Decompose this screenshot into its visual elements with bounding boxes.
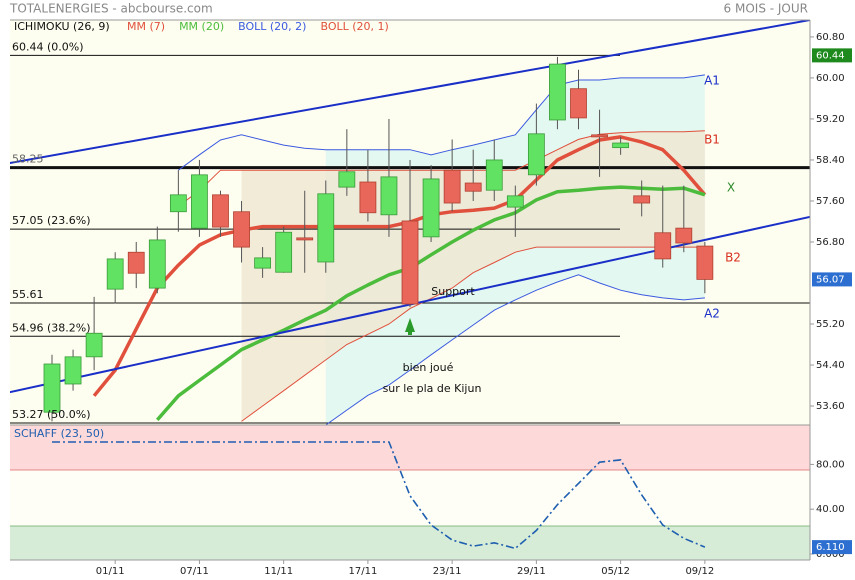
ma-line: [92, 135, 707, 397]
candle-body: [633, 195, 651, 204]
chart-subtitle: 6 MOIS - JOUR: [724, 2, 808, 16]
legend-item: MM (20): [179, 20, 224, 33]
level-label: 54.96 (38.2%): [12, 321, 91, 334]
candle-body: [212, 194, 229, 228]
candle-body: [422, 178, 440, 238]
candle-body: [338, 171, 356, 188]
band-line: [178, 130, 705, 207]
y-tick-label: 60.00: [816, 73, 845, 84]
candle-body: [85, 332, 103, 358]
zone-low: [10, 525, 810, 560]
band-line: [178, 74, 705, 171]
schaff-box-label: 6.110: [816, 542, 845, 553]
candle-body: [148, 239, 166, 289]
x-tick-label: 23/11: [433, 566, 462, 577]
candle-body: [106, 258, 124, 290]
candle-body: [169, 194, 187, 213]
candle-body: [296, 237, 314, 241]
band-line: [325, 274, 705, 425]
annotation: A2: [704, 307, 720, 321]
candle-body: [675, 227, 693, 244]
candle-body: [506, 195, 524, 208]
candle-body: [570, 88, 587, 119]
candle-body: [549, 63, 566, 121]
annotation: Support: [431, 285, 475, 298]
candle-body: [443, 169, 461, 204]
candle-body: [696, 245, 714, 280]
legend-item: ICHIMOKU (26, 9): [14, 20, 110, 33]
level-box: [812, 48, 852, 63]
level-label: 55.61: [12, 288, 44, 301]
trend-line: [10, 20, 810, 165]
y-tick-label: 58.40: [816, 155, 845, 166]
level-label: 57.05 (23.6%): [12, 214, 91, 227]
y-tick-label: 0.000: [816, 549, 845, 560]
level-label: 53.27 (50.0%): [12, 408, 91, 421]
schaff-line: [52, 441, 706, 550]
axes: 60.44 (0.0%) 58.25 57.05 (23.6%) 55.61 54.96…: [12, 20, 852, 577]
annotation: B2: [725, 251, 741, 265]
legend-item: MM (7): [127, 20, 165, 33]
x-tick-label: 01/11: [96, 566, 125, 577]
candle-body: [127, 251, 145, 274]
zone-high: [10, 425, 810, 470]
band-fill: [241, 130, 705, 422]
ma-line: [155, 185, 706, 422]
band-line: [241, 246, 705, 422]
candle-body: [233, 211, 250, 248]
x-tick-label: 07/11: [180, 566, 209, 577]
candle-body: [254, 257, 272, 269]
y-tick-label: 54.40: [816, 360, 845, 371]
schaff-box: [812, 540, 852, 555]
y-tick-label: 53.60: [816, 401, 845, 412]
lower-plot: [10, 425, 810, 560]
candle-body: [380, 176, 398, 216]
annotation: A1: [704, 74, 720, 88]
x-tick-label: 05/12: [601, 566, 630, 577]
annotation: bien joué: [403, 361, 454, 374]
price-box: [812, 272, 852, 287]
candle-body: [591, 134, 608, 138]
candle-body: [401, 220, 419, 305]
candle-body: [527, 133, 545, 176]
candle-body: [191, 174, 208, 229]
arrow-icon: [405, 318, 415, 335]
level-box-label: 60.44: [816, 50, 845, 61]
x-tick-label: 29/11: [517, 566, 546, 577]
candle-body: [359, 181, 377, 214]
legend-item: BOLL (20, 2): [238, 20, 306, 33]
candle-body: [317, 193, 335, 263]
y-tick-label: 55.20: [816, 319, 845, 330]
x-tick-label: 09/12: [685, 566, 714, 577]
y-tick-label: 80.00: [816, 459, 845, 470]
candle-body: [464, 182, 482, 192]
y-tick-label: 60.80: [816, 32, 845, 43]
candle-body: [612, 142, 630, 149]
candle-body: [275, 231, 293, 273]
x-tick-label: 17/11: [348, 566, 377, 577]
y-tick-label: 59.20: [816, 114, 845, 125]
annotation: sur le pla de Kijun: [383, 382, 482, 395]
chart-title: TOTALENERGIES - abcbourse.com: [9, 2, 213, 16]
level-label: 58.25: [12, 153, 44, 166]
x-tick-label: 11/11: [264, 566, 293, 577]
price-box-label: 56.07: [816, 274, 845, 285]
y-tick-label: 57.60: [816, 196, 845, 207]
main-plot: [10, 20, 810, 425]
annotation: B1: [704, 133, 720, 147]
legend-item: BOLL (20, 1): [320, 20, 388, 33]
panel-title: SCHAFF (23, 50): [14, 427, 104, 440]
candle-body: [43, 363, 61, 413]
level-label: 60.44 (0.0%): [12, 40, 84, 53]
candle-body: [654, 232, 672, 260]
annotation: X: [727, 181, 735, 195]
y-tick-label: 56.80: [816, 237, 845, 248]
candle-body: [485, 159, 503, 191]
candle-body: [64, 356, 82, 385]
y-tick-label: 40.00: [816, 504, 845, 515]
